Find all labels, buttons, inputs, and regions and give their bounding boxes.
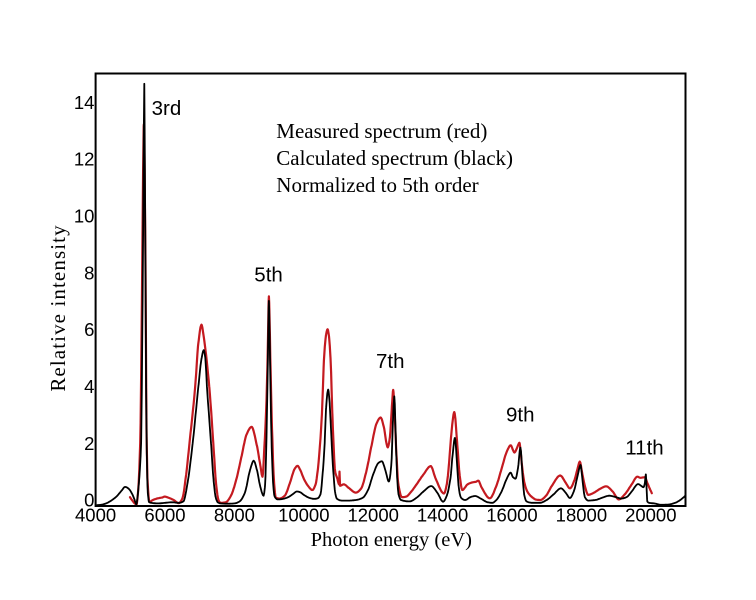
- svg-text:4000: 4000: [75, 504, 116, 525]
- svg-text:4: 4: [84, 376, 94, 397]
- svg-text:7th: 7th: [376, 350, 405, 373]
- svg-text:8: 8: [84, 262, 94, 283]
- svg-text:2: 2: [84, 433, 94, 454]
- svg-text:5th: 5th: [254, 263, 282, 286]
- svg-text:3rd: 3rd: [152, 97, 182, 120]
- svg-text:8000: 8000: [214, 504, 255, 525]
- svg-text:6: 6: [84, 319, 94, 340]
- svg-text:10: 10: [74, 206, 95, 227]
- svg-text:18000: 18000: [556, 504, 607, 525]
- svg-text:6000: 6000: [144, 504, 185, 525]
- svg-text:Relative intensity: Relative intensity: [46, 224, 70, 391]
- svg-text:Calculated spectrum (black): Calculated spectrum (black): [276, 146, 513, 170]
- svg-text:12000: 12000: [347, 504, 398, 525]
- svg-text:12: 12: [74, 149, 95, 170]
- svg-text:14: 14: [74, 92, 95, 113]
- svg-text:20000: 20000: [625, 504, 676, 525]
- svg-text:10000: 10000: [278, 504, 329, 525]
- svg-text:Measured spectrum (red): Measured spectrum (red): [276, 119, 487, 143]
- svg-text:Normalized to 5th order: Normalized to 5th order: [276, 173, 478, 197]
- svg-text:16000: 16000: [486, 504, 537, 525]
- svg-text:0: 0: [84, 490, 94, 511]
- svg-text:11th: 11th: [625, 437, 663, 460]
- svg-text:9th: 9th: [506, 404, 535, 427]
- svg-text:14000: 14000: [417, 504, 468, 525]
- svg-text:Photon energy (eV): Photon energy (eV): [311, 529, 472, 551]
